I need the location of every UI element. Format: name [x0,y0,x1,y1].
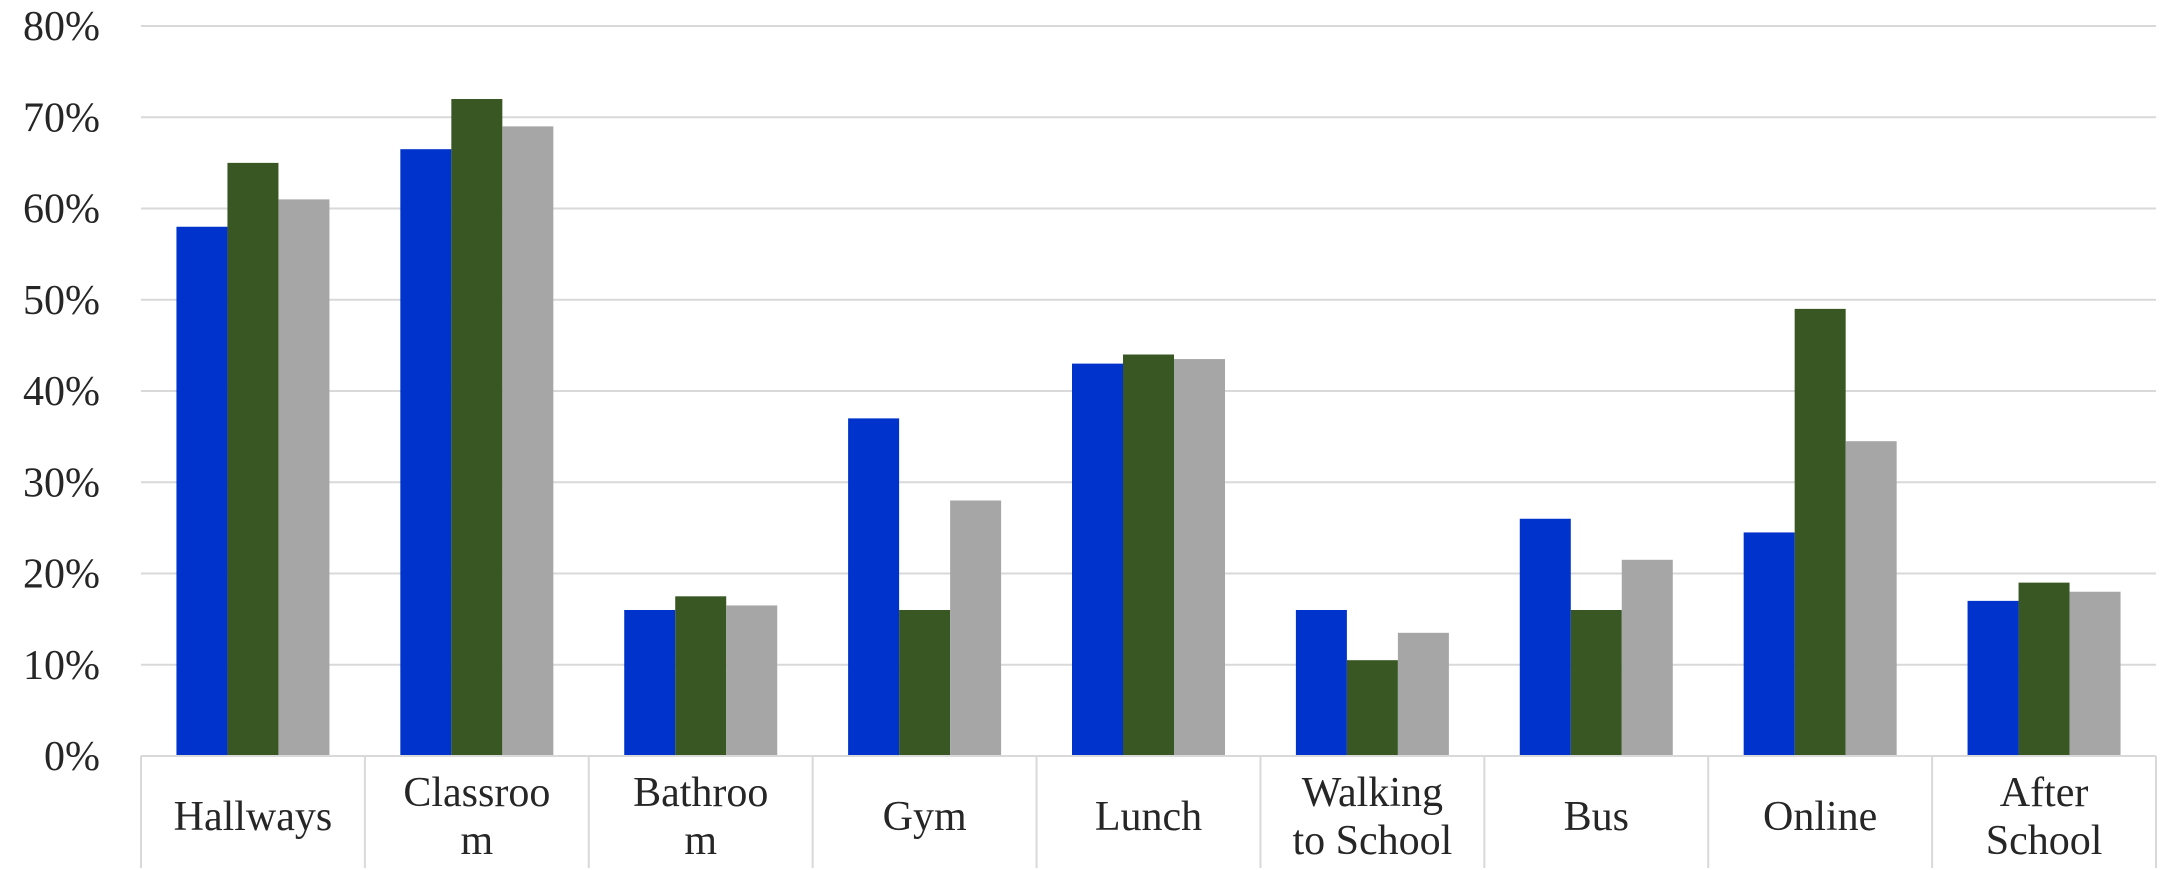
bar [1794,308,1846,756]
bars [176,99,2121,756]
bar [899,610,951,756]
x-tick-label: Gym [883,794,967,840]
x-tick-label: Online [1763,794,1877,840]
bar [1123,354,1174,756]
bar [176,226,228,756]
bar [1845,441,1897,756]
bar [2069,591,2121,756]
y-tick-label: 40% [23,369,100,415]
y-tick-label: 70% [23,95,100,141]
y-tick-label: 30% [23,460,100,506]
bar [1519,518,1571,756]
bar [1570,610,1622,756]
bar [1621,559,1673,756]
x-tick-label: Bus [1564,794,1629,840]
bar [1397,632,1449,756]
bar [2018,582,2070,756]
x-tick-label: Lunch [1095,794,1202,840]
bar [848,418,900,756]
bar [451,99,503,756]
bar [950,500,1002,756]
y-tick-label: 50% [23,278,100,324]
bar [1967,600,2019,756]
y-tick-label: 80% [23,4,100,50]
y-tick-label: 10% [23,643,100,689]
x-tick-label: Classroo m [403,770,550,864]
y-axis-ticks: 0% 10% 20% 30% 40% 50% 60% 70% 80% [23,4,100,780]
x-axis: Hallways Classroo m Bathroo m Gym Lunch Walking… [140,755,2157,868]
bar [1346,660,1398,756]
x-tick-label: Bathroo m [633,770,768,864]
bar [227,162,279,756]
bar [502,126,554,756]
bar [400,149,452,756]
y-tick-label: 60% [23,187,100,233]
bar [675,596,727,756]
bar [726,605,778,756]
bar [1072,363,1123,756]
bar [278,199,330,756]
bar [1174,359,1225,756]
x-tick-label: After School [1986,770,2103,864]
bar [1743,532,1795,756]
bar [624,610,676,756]
bar [1295,610,1347,756]
x-tick-label: Hallways [174,794,333,840]
y-tick-label: 0% [44,734,100,780]
x-tick-label: Walking to School [1292,770,1452,864]
y-tick-label: 20% [23,552,100,598]
